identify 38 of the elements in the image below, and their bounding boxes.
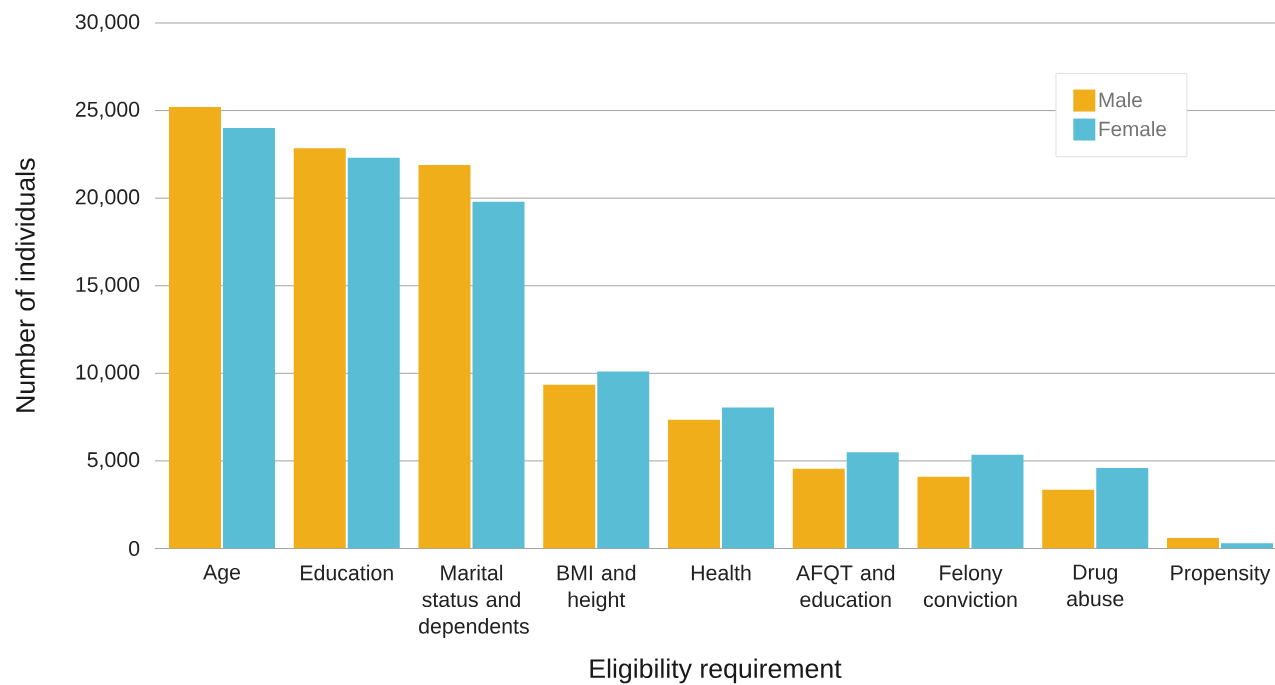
bar — [917, 476, 970, 549]
x-tick-label: AFQT and education — [795, 564, 895, 608]
bar — [971, 454, 1024, 549]
bar — [293, 148, 346, 549]
x-tick-label: Age — [203, 564, 241, 584]
y-tick-label: 5,000 — [87, 452, 140, 470]
bar — [418, 164, 471, 549]
bar — [1166, 537, 1219, 549]
bar — [667, 419, 720, 549]
y-tick-label: 0 — [129, 540, 140, 557]
bar — [1096, 467, 1149, 549]
y-tick-label: 30,000 — [75, 14, 140, 32]
x-tick-label: Felony conviction — [923, 564, 1017, 608]
bar — [543, 384, 596, 549]
bar — [846, 452, 899, 549]
y-tick-label: 20,000 — [75, 189, 140, 207]
x-tick-label: Marital status and dependents — [419, 564, 529, 638]
bar — [472, 201, 525, 549]
x-tick-label: Propensity — [1171, 564, 1271, 585]
y-axis-title: Number of individuals — [15, 158, 35, 412]
y-tick-label: 10,000 — [76, 364, 140, 383]
bar — [1220, 543, 1273, 549]
x-tick-label: Education — [301, 564, 393, 581]
bar — [223, 128, 275, 549]
y-tick-label: 25,000 — [75, 101, 140, 120]
bar — [597, 371, 650, 549]
bar — [347, 157, 400, 549]
x-tick-label: Drug abuse — [1067, 564, 1124, 607]
legend-label: Male — [1099, 92, 1142, 108]
bar — [722, 407, 774, 549]
bar — [1042, 489, 1095, 549]
x-tick-label: Health — [691, 564, 751, 581]
bar — [169, 107, 221, 549]
legend-label: Female — [1099, 121, 1166, 137]
x-axis-title: Eligibility requirement — [590, 658, 842, 684]
x-tick-label: BMI and height — [557, 564, 636, 612]
bar — [792, 468, 845, 549]
y-tick-label: 15,000 — [76, 276, 140, 295]
